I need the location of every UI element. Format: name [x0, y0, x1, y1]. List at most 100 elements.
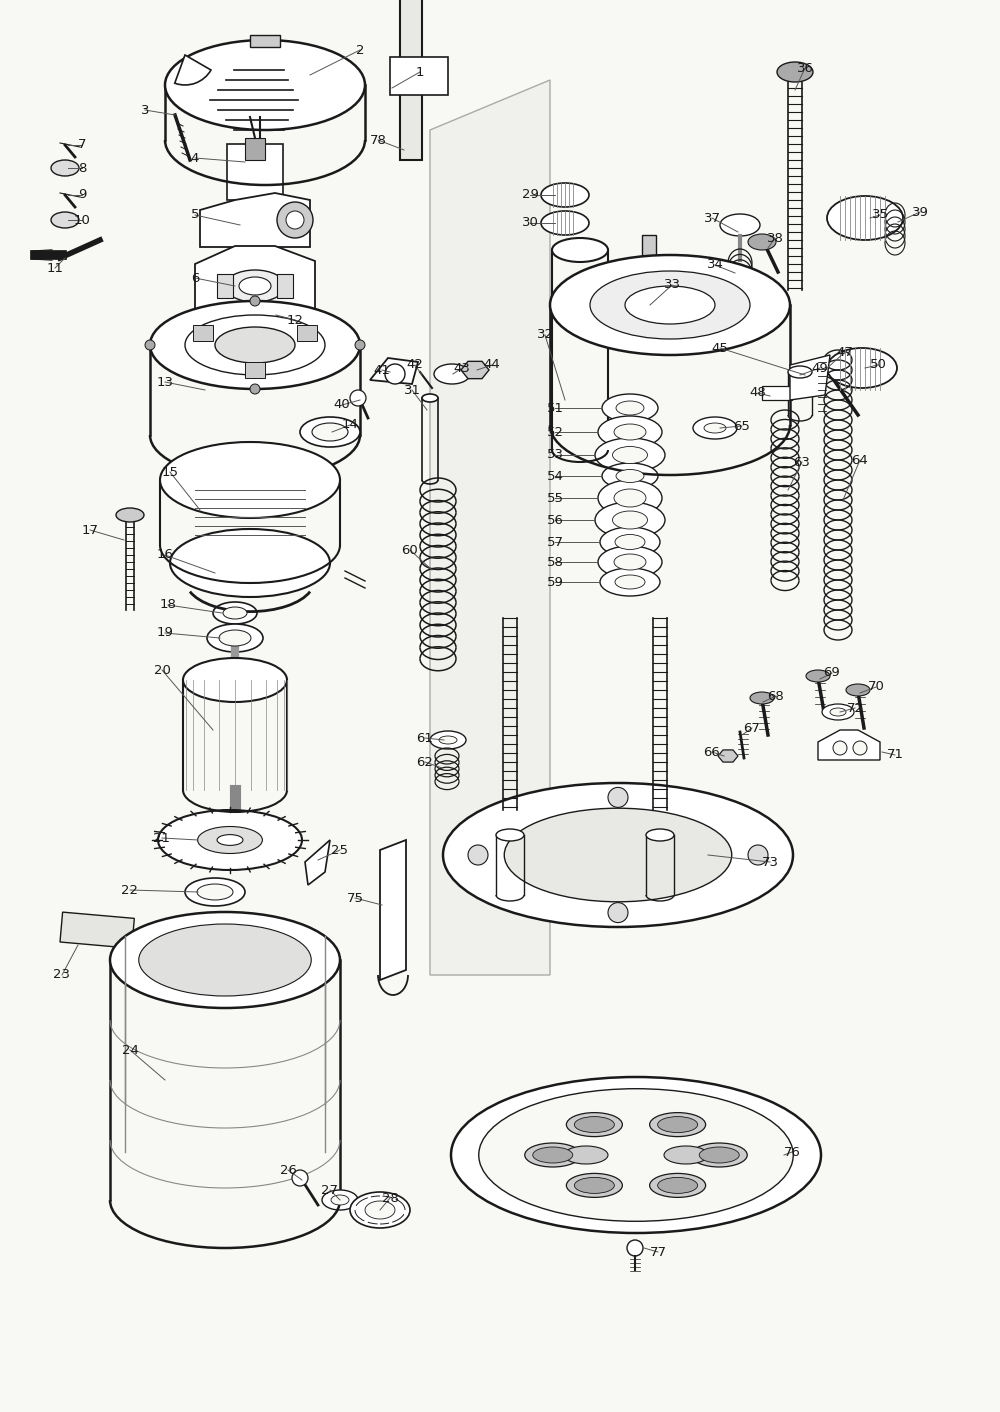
Text: 52: 52 [546, 425, 564, 439]
Circle shape [468, 844, 488, 866]
Ellipse shape [239, 277, 271, 295]
Circle shape [250, 384, 260, 394]
Ellipse shape [598, 480, 662, 515]
Circle shape [355, 340, 365, 350]
Ellipse shape [600, 527, 660, 556]
Text: 55: 55 [546, 491, 564, 504]
Text: 41: 41 [374, 363, 390, 377]
Text: 78: 78 [370, 134, 386, 147]
Ellipse shape [664, 1147, 708, 1163]
Ellipse shape [365, 1202, 395, 1219]
Text: 3: 3 [141, 103, 149, 117]
Ellipse shape [616, 401, 644, 415]
Text: 16: 16 [157, 548, 173, 562]
Ellipse shape [430, 731, 466, 748]
Bar [277, 274, 293, 298]
Ellipse shape [616, 470, 644, 483]
Ellipse shape [777, 62, 813, 82]
Ellipse shape [750, 692, 774, 705]
Text: 39: 39 [912, 206, 928, 219]
Text: 71: 71 [887, 748, 904, 761]
Text: 57: 57 [546, 535, 564, 548]
Ellipse shape [479, 1089, 793, 1221]
Bar [227, 144, 283, 201]
Ellipse shape [595, 438, 665, 472]
Text: 64: 64 [852, 453, 868, 466]
Circle shape [627, 1240, 643, 1257]
Ellipse shape [830, 707, 846, 716]
Ellipse shape [198, 826, 262, 853]
Ellipse shape [197, 884, 233, 899]
Ellipse shape [300, 417, 360, 448]
Ellipse shape [165, 40, 365, 130]
Ellipse shape [451, 1077, 821, 1233]
Text: 26: 26 [280, 1163, 296, 1176]
Circle shape [350, 390, 366, 407]
Ellipse shape [150, 301, 360, 388]
Text: 72: 72 [846, 702, 864, 714]
Wedge shape [175, 55, 211, 85]
Text: 59: 59 [547, 576, 563, 589]
Ellipse shape [600, 568, 660, 596]
Ellipse shape [219, 630, 251, 647]
Text: 47: 47 [837, 346, 853, 359]
Ellipse shape [788, 366, 812, 378]
Ellipse shape [590, 271, 750, 339]
Bar [250, 35, 280, 47]
Ellipse shape [658, 1178, 698, 1193]
Ellipse shape [185, 878, 245, 907]
Text: 9: 9 [78, 188, 86, 202]
Ellipse shape [533, 1147, 573, 1163]
Polygon shape [200, 193, 310, 247]
Polygon shape [461, 361, 489, 378]
Polygon shape [380, 840, 406, 980]
Text: 32: 32 [536, 329, 554, 342]
Bar [60, 912, 134, 949]
Text: 15: 15 [162, 466, 178, 479]
Ellipse shape [504, 808, 732, 902]
Ellipse shape [496, 829, 524, 842]
Ellipse shape [439, 736, 457, 744]
Text: 6: 6 [191, 271, 199, 284]
Ellipse shape [806, 671, 830, 682]
Ellipse shape [615, 575, 645, 589]
Ellipse shape [846, 683, 870, 696]
Ellipse shape [116, 508, 144, 522]
Text: 30: 30 [522, 216, 538, 230]
Text: 54: 54 [547, 470, 563, 483]
Ellipse shape [158, 810, 302, 870]
Ellipse shape [822, 705, 854, 720]
Ellipse shape [183, 658, 287, 702]
Bar [400, 0, 422, 160]
Text: 67: 67 [744, 722, 760, 734]
Ellipse shape [525, 1142, 581, 1166]
Ellipse shape [185, 315, 325, 376]
Text: 60: 60 [402, 544, 418, 556]
Ellipse shape [691, 1142, 747, 1166]
Text: 33: 33 [664, 278, 680, 291]
Text: 21: 21 [154, 832, 170, 844]
Ellipse shape [541, 210, 589, 234]
Circle shape [286, 210, 304, 229]
Circle shape [748, 844, 768, 866]
Polygon shape [305, 840, 330, 885]
Ellipse shape [223, 607, 247, 618]
Text: 69: 69 [824, 666, 840, 679]
Text: 56: 56 [547, 514, 563, 527]
Circle shape [145, 340, 155, 350]
Text: 48: 48 [750, 387, 766, 400]
Text: 10: 10 [74, 213, 90, 226]
Text: 51: 51 [546, 401, 564, 415]
Ellipse shape [704, 424, 726, 433]
Bar [217, 274, 233, 298]
Ellipse shape [614, 489, 646, 507]
Polygon shape [195, 246, 315, 318]
Text: 73: 73 [762, 856, 778, 868]
Text: 66: 66 [704, 746, 720, 758]
Ellipse shape [612, 511, 648, 530]
Ellipse shape [625, 287, 715, 323]
Ellipse shape [434, 364, 470, 384]
Text: 4: 4 [191, 151, 199, 165]
Bar [762, 385, 792, 400]
Circle shape [292, 1171, 308, 1186]
